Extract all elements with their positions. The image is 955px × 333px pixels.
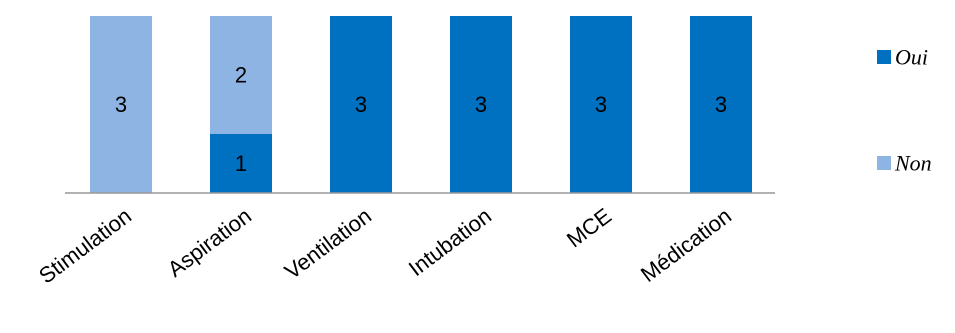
bar-aspiration-oui [210, 134, 272, 193]
x-tick-label-medication: Médication [636, 203, 736, 287]
x-tick-label-ventilation: Ventilation [280, 203, 376, 284]
data-label-ventilation-oui: 3 [355, 92, 367, 117]
x-tick-label-aspiration: Aspiration [163, 203, 256, 282]
data-labels-group: 3 1 2 3 3 3 3 [115, 63, 727, 177]
legend-label-oui: Oui [895, 45, 928, 70]
data-label-aspiration-non: 2 [235, 63, 247, 88]
bar-mce-oui [570, 16, 632, 193]
legend-swatch-non [877, 156, 891, 170]
legend-swatch-oui [877, 50, 891, 64]
bars-group [90, 16, 752, 193]
x-tick-label-mce: MCE [562, 203, 616, 252]
x-tick-label-stimulation: Stimulation [34, 203, 136, 288]
data-label-stimulation-non: 3 [115, 92, 127, 117]
x-tick-labels-group: Stimulation Aspiration Ventilation Intubati… [34, 203, 736, 288]
data-label-mce-oui: 3 [595, 92, 607, 117]
data-label-intubation-oui: 3 [475, 92, 487, 117]
data-label-aspiration-oui: 1 [235, 151, 247, 176]
bar-medication-oui [690, 16, 752, 193]
bar-intubation-oui [450, 16, 512, 193]
bar-aspiration-non [210, 16, 272, 134]
bar-ventilation-oui [330, 16, 392, 193]
legend: Oui Non [877, 45, 932, 176]
bar-stimulation-non [90, 16, 152, 193]
legend-label-non: Non [894, 151, 932, 176]
x-tick-label-intubation: Intubation [404, 203, 496, 281]
data-label-medication-oui: 3 [715, 92, 727, 117]
